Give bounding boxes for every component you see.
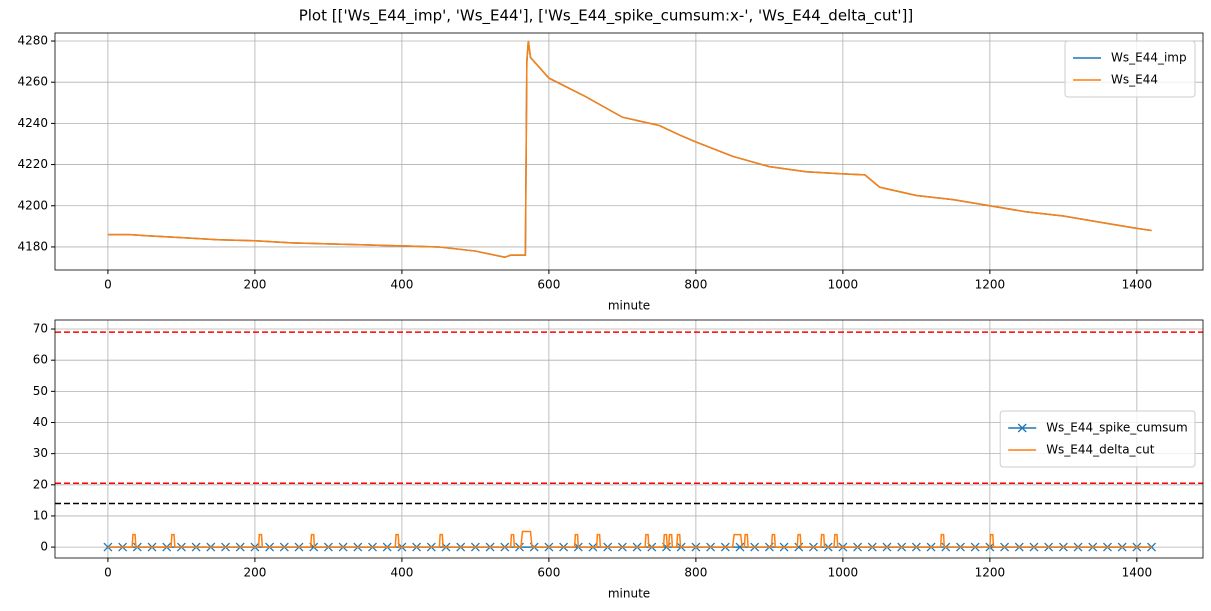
x-tick-label: 0 — [104, 278, 112, 292]
plot-frame — [54, 32, 1204, 271]
x-tick-label: 400 — [390, 566, 413, 580]
x-tick-label: 1000 — [828, 278, 859, 292]
y-tick-label: 60 — [33, 353, 48, 367]
x-tick-label: 0 — [104, 566, 112, 580]
legend-label: Ws_E44 — [1111, 73, 1158, 87]
x-tick-label: 400 — [390, 278, 413, 292]
legend-marker — [1017, 423, 1027, 433]
x-tick-label: 600 — [537, 566, 560, 580]
y-tick-label: 4180 — [17, 239, 48, 253]
y-tick-label: 50 — [33, 384, 48, 398]
y-tick-label: 4220 — [17, 157, 48, 171]
x-tick-label: 800 — [684, 278, 707, 292]
series-line — [107, 40, 1152, 259]
marker — [735, 542, 745, 552]
y-tick-label: 4200 — [17, 198, 48, 212]
y-tick-label: 0 — [40, 540, 48, 554]
y-tick-label: 70 — [33, 322, 48, 336]
x-tick-label: 1200 — [975, 566, 1006, 580]
y-tick-label: 30 — [33, 446, 48, 460]
legend-box — [999, 410, 1196, 468]
x-tick-label: 1000 — [828, 566, 859, 580]
legend-box — [1064, 40, 1196, 98]
series-line — [107, 530, 1152, 548]
x-axis-label: minute — [608, 587, 650, 601]
x-tick-label: 1400 — [1122, 278, 1153, 292]
x-tick-label: 600 — [537, 278, 560, 292]
x-tick-label: 200 — [243, 566, 266, 580]
legend-label: Ws_E44_imp — [1111, 51, 1187, 65]
figure-title: Plot [['Ws_E44_imp', 'Ws_E44'], ['Ws_E44… — [299, 7, 914, 26]
y-tick-label: 10 — [33, 508, 48, 522]
legend-label: Ws_E44_delta_cut — [1046, 443, 1155, 457]
x-tick-label: 1400 — [1122, 566, 1153, 580]
legend: Ws_E44_spike_cumsum Ws_E44_delta_cut — [999, 410, 1196, 468]
x-axis-label: minute — [608, 299, 650, 313]
y-tick-label: 4280 — [17, 34, 48, 48]
plot-frame — [54, 319, 1204, 559]
x-tick-label: 800 — [684, 566, 707, 580]
legend-label: Ws_E44_spike_cumsum — [1046, 421, 1188, 435]
x-tick-label: 200 — [243, 278, 266, 292]
y-tick-label: 4260 — [17, 75, 48, 89]
marker — [103, 542, 113, 552]
y-tick-label: 40 — [33, 415, 48, 429]
y-tick-label: 4240 — [17, 116, 48, 130]
x-tick-label: 1200 — [975, 278, 1006, 292]
y-tick-label: 20 — [33, 477, 48, 491]
legend: Ws_E44_imp Ws_E44 — [1064, 40, 1196, 98]
